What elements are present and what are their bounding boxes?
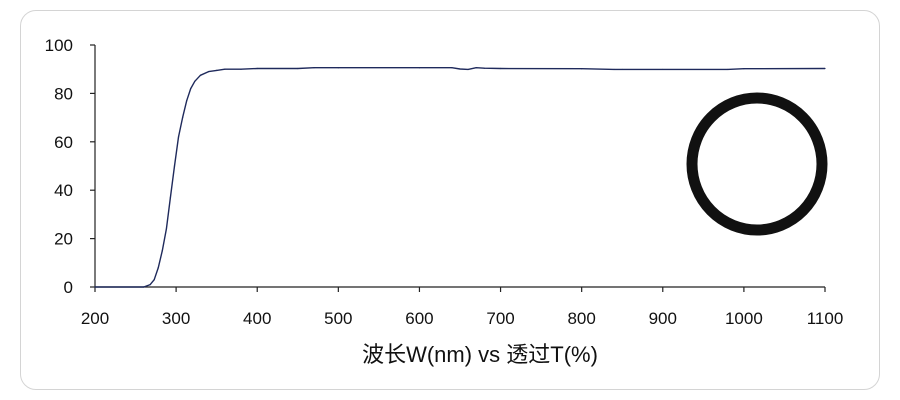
y-tick-label: 80 [54, 84, 73, 103]
y-tick-label: 60 [54, 133, 73, 152]
y-tick-label: 20 [54, 230, 73, 249]
data-point [207, 71, 210, 73]
data-point [313, 67, 315, 69]
ring-icon [686, 92, 828, 236]
ring-shape [686, 92, 828, 236]
x-tick-label: 300 [162, 309, 190, 328]
data-point [727, 68, 729, 71]
x-axis-title: 波长W(nm) vs 透过T(%) [362, 342, 598, 367]
y-tick-label: 0 [64, 278, 73, 297]
data-point [337, 67, 339, 69]
data-point [581, 68, 583, 70]
chart-ticks: 200 300 400 500 600 700 800 900 1000 1100 0 20 40 60 8… [45, 36, 844, 328]
data-point [256, 67, 258, 70]
data-point [467, 68, 469, 71]
data-point [499, 67, 502, 70]
data-point [824, 67, 826, 70]
data-point [743, 68, 745, 70]
x-tick-label: 800 [567, 309, 595, 328]
data-point [165, 228, 167, 230]
data-point [182, 117, 184, 119]
data-point [224, 68, 226, 70]
chart-series [94, 66, 826, 288]
series-line [95, 66, 826, 288]
data-point [157, 267, 159, 269]
data-point [169, 196, 172, 199]
x-tick-label: 200 [81, 309, 109, 328]
data-point [143, 286, 145, 288]
data-point [459, 68, 461, 70]
data-point [149, 283, 151, 286]
data-point [177, 136, 180, 138]
data-point [240, 68, 242, 70]
x-tick-label: 700 [486, 309, 514, 328]
data-point [161, 250, 163, 252]
data-point [199, 74, 202, 76]
chart-axes [94, 45, 825, 288]
data-point [613, 68, 615, 71]
x-tick-label: 500 [324, 309, 352, 328]
data-point [662, 68, 664, 71]
x-tick-label: 600 [405, 309, 433, 328]
y-tick-label: 40 [54, 181, 73, 200]
data-point [451, 67, 453, 69]
x-tick-label: 1000 [725, 309, 763, 328]
chart-frame [20, 10, 880, 390]
data-point [621, 68, 623, 71]
data-point [186, 100, 188, 102]
x-tick-label: 400 [243, 309, 271, 328]
data-point [483, 67, 485, 69]
data-point [173, 165, 176, 167]
data-point [418, 67, 421, 69]
data-point [475, 67, 477, 69]
x-tick-label: 1100 [807, 309, 844, 328]
data-point [190, 87, 192, 90]
data-point [297, 67, 299, 70]
data-point [153, 279, 155, 281]
data-point [94, 286, 96, 288]
data-point [194, 80, 196, 82]
data-point [216, 69, 218, 72]
x-tick-label: 900 [649, 309, 677, 328]
y-tick-label: 100 [45, 36, 73, 55]
